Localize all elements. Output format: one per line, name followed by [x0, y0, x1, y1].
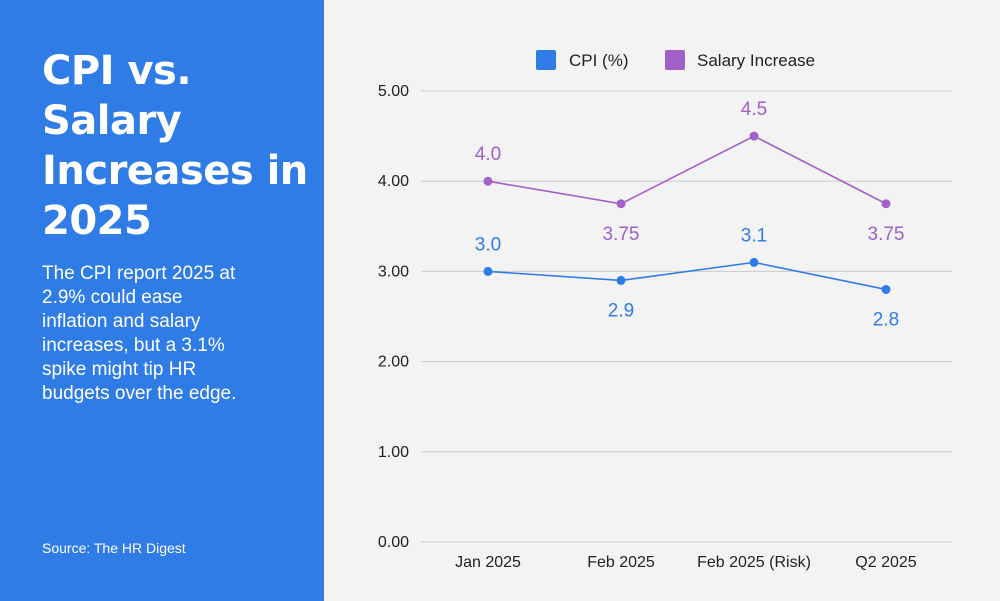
x-tick-label: Jan 2025	[455, 554, 521, 571]
data-point	[749, 131, 759, 141]
data-point	[881, 284, 891, 294]
source-text: Source: The HR Digest	[42, 540, 186, 556]
page-title: CPI vs. Salary Increases in 2025	[42, 48, 308, 244]
data-label: 4.5	[741, 99, 767, 120]
data-label: 2.9	[608, 300, 634, 321]
y-tick-label: 2.00	[378, 354, 409, 371]
chart-gridlines	[421, 90, 952, 543]
legend-label: CPI (%)	[569, 51, 629, 70]
series-line	[487, 261, 887, 291]
description-text: The CPI report 2025 at 2.9% could ease i…	[42, 263, 237, 404]
x-axis: Jan 2025 Feb 2025 Feb 2025 (Risk) Q2 2025	[455, 554, 917, 571]
legend-swatch	[665, 50, 685, 70]
data-label: 4.0	[475, 144, 501, 165]
y-tick-label: 0.00	[378, 534, 409, 551]
data-point	[616, 275, 626, 285]
sidebar-panel: CPI vs. Salary Increases in 2025 The CPI…	[0, 0, 324, 601]
x-tick-label: Feb 2025 (Risk)	[697, 554, 811, 571]
series-line	[487, 135, 887, 205]
data-point	[881, 199, 891, 209]
legend-swatch	[536, 50, 556, 70]
data-point	[483, 176, 493, 186]
data-label: 3.75	[603, 224, 640, 245]
chart-legend: CPI (%) Salary Increase	[536, 50, 815, 70]
y-tick-label: 5.00	[378, 83, 409, 100]
data-label: 3.1	[741, 225, 767, 246]
data-point	[483, 266, 493, 276]
chart-series: 3.0 2.9 3.1 2.8 4.0 3.75 4.5 3.75	[475, 99, 905, 330]
y-axis: 0.00 1.00 2.00 3.00 4.00 5.00	[378, 83, 409, 551]
y-tick-label: 3.00	[378, 263, 409, 280]
data-point	[616, 199, 626, 209]
data-label: 3.75	[868, 224, 905, 245]
line-chart: 0.00 1.00 2.00 3.00 4.00 5.00 Jan 2025 Feb 202…	[378, 50, 952, 571]
series-salary-increase: 4.0 3.75 4.5 3.75	[475, 99, 905, 245]
y-tick-label: 4.00	[378, 173, 409, 190]
series-cpi: 3.0 2.9 3.1 2.8	[475, 225, 899, 330]
y-tick-label: 1.00	[378, 444, 409, 461]
data-point	[749, 257, 759, 267]
legend-label: Salary Increase	[697, 51, 815, 70]
data-label: 3.0	[475, 234, 501, 255]
x-tick-label: Q2 2025	[855, 554, 916, 571]
data-label: 2.8	[873, 309, 899, 330]
x-tick-label: Feb 2025	[587, 554, 655, 571]
